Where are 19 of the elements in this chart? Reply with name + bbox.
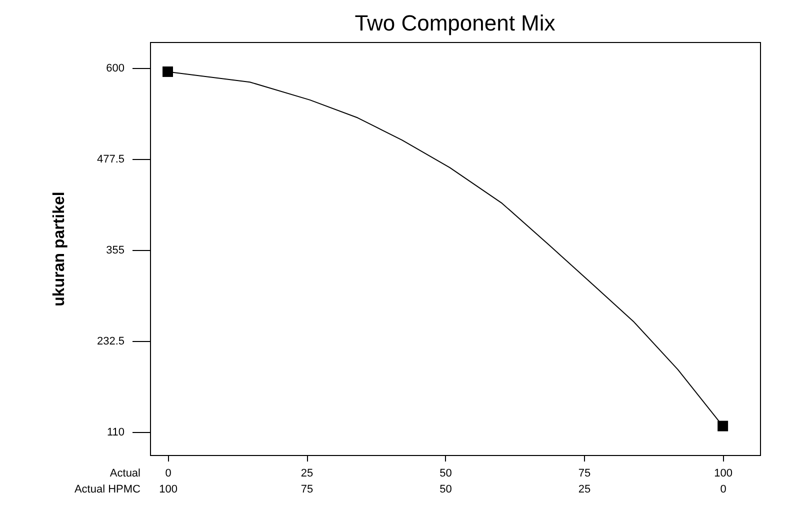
- x2-axis-title: Actual HPMC: [74, 484, 141, 496]
- x-tick-label: 75: [578, 468, 591, 480]
- y-tick-label: 232.5: [96, 335, 124, 348]
- x2-tick-label: 50: [440, 484, 452, 496]
- y-tick-label: 355: [106, 244, 124, 256]
- y-tick-label: 600: [106, 62, 124, 74]
- x-tick-label: 25: [300, 468, 314, 480]
- x-axis-title: Actual: [110, 468, 140, 480]
- x-tick-label: 0: [165, 468, 172, 480]
- chart-title: Two Component Mix: [354, 10, 556, 36]
- y-axis-title: ukuran partikel: [50, 192, 68, 306]
- x2-tick-label: 0: [720, 484, 726, 496]
- y-tick-label: 477.5: [96, 153, 124, 166]
- x2-tick-label: 100: [159, 484, 178, 496]
- x2-tick-label: 25: [578, 484, 591, 496]
- y-tick-label: 110: [106, 426, 124, 438]
- x2-tick-label: 75: [300, 484, 314, 496]
- x-tick-label: 100: [714, 468, 732, 480]
- x-tick-label: 50: [440, 468, 452, 480]
